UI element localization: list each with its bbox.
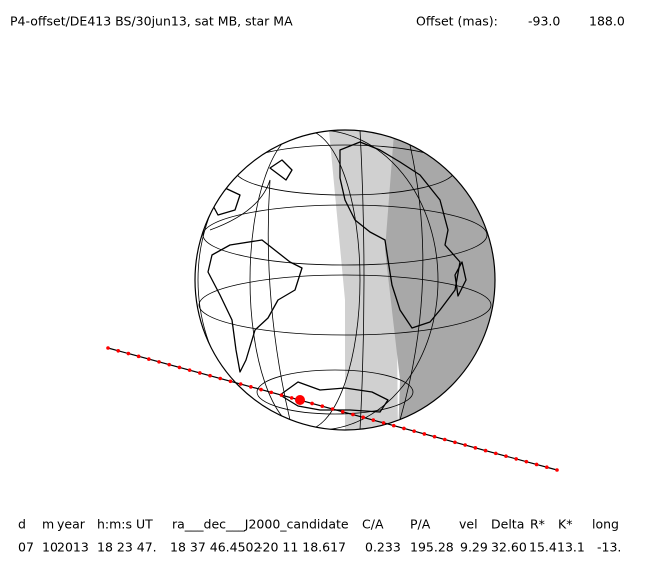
table-header: vel: [459, 517, 478, 532]
track-dot: [279, 393, 284, 397]
track-dot: [330, 407, 335, 411]
table-cell: 0.233: [365, 540, 401, 555]
shadow-track: [106, 346, 559, 472]
meridian: [249, 130, 361, 430]
track-dot: [402, 426, 406, 431]
table-cell: 15.4: [529, 540, 557, 555]
table-cell: -20 11 18.617: [258, 540, 346, 555]
track-dot: [412, 429, 416, 433]
track-dot: [187, 368, 192, 372]
track-dot: [177, 365, 182, 370]
track-dot: [320, 404, 325, 409]
track-dot: [555, 468, 559, 472]
track-dot: [534, 462, 539, 467]
track-dot: [544, 465, 549, 470]
track-dot: [524, 459, 529, 464]
track-dot: [228, 379, 233, 384]
track-dot: [136, 354, 141, 359]
track-dot: [167, 362, 172, 367]
table-cell: -13.: [597, 540, 621, 555]
table: d m year h:m:s UT ra___dec___J2000_candi…: [18, 517, 621, 555]
track-dot: [504, 454, 508, 458]
table-header: long: [592, 517, 619, 532]
meridian: [197, 130, 439, 430]
table-header: P/A: [410, 517, 431, 532]
track-dot: [391, 423, 396, 428]
table-cell: 195.28: [410, 540, 454, 555]
track-dot: [238, 382, 243, 386]
meridian: [399, 144, 424, 421]
track-dot: [432, 434, 437, 439]
track-dot: [340, 409, 345, 414]
track-dot: [483, 448, 488, 453]
track-dot: [493, 451, 498, 456]
globe: [194, 129, 496, 431]
table-cell: 13.1: [557, 540, 585, 555]
track-dot: [422, 432, 427, 436]
table-cell: 10: [42, 540, 58, 555]
globe-outline: [194, 129, 496, 431]
track-dot: [208, 373, 212, 378]
latitude-line: [256, 369, 414, 415]
track-dot: [218, 376, 223, 381]
track-dot: [463, 443, 467, 447]
track-dot: [453, 440, 457, 445]
track-dot: [269, 390, 274, 395]
offset-value: 188.0: [589, 14, 625, 29]
coastline: [207, 239, 303, 373]
track-dot: [371, 418, 376, 422]
table-header: year: [57, 517, 86, 532]
table-cell: 07: [18, 540, 34, 555]
table-cell: 9.29: [460, 540, 488, 555]
track-dot: [514, 457, 518, 461]
table-cell: 2013: [57, 540, 89, 555]
track-dot: [381, 421, 386, 425]
table-header: C/A: [362, 517, 384, 532]
table-header: K*: [558, 517, 572, 532]
coastline: [279, 381, 389, 413]
table-header: ra___dec___J2000_candidate: [172, 517, 349, 532]
track-dot: [249, 385, 253, 389]
table-cell: 32.60: [491, 540, 527, 555]
track-dot: [147, 357, 151, 361]
track-dot: [259, 387, 263, 392]
night-zone: [385, 130, 495, 430]
table-header: Delta: [491, 517, 524, 532]
track-dot: [361, 415, 365, 420]
track-dot: [116, 348, 121, 353]
track-dot: [351, 412, 355, 417]
table-header: m: [42, 517, 54, 532]
table-header: d: [18, 517, 26, 532]
table-cell: 18 37 46.4502: [170, 540, 261, 555]
table-header: h:m:s UT: [97, 517, 153, 532]
track-dot: [310, 401, 314, 406]
table-header: R*: [530, 517, 545, 532]
coastline: [339, 141, 461, 329]
track-dot: [126, 351, 131, 356]
track-dot: [473, 446, 478, 450]
closest-approach: [295, 395, 305, 405]
offset-value: -93.0: [528, 14, 560, 29]
track-dot: [106, 346, 110, 350]
offset-label: Offset (mas):: [416, 14, 498, 29]
latitude-line: [198, 274, 492, 336]
coastline: [454, 261, 467, 297]
table-cell: 18 23 47.: [97, 540, 157, 555]
track-dot: [157, 360, 161, 364]
track-dot: [198, 371, 202, 375]
title: P4-offset/DE413 BS/30jun13, sat MB, star…: [10, 14, 293, 29]
track-dot: [442, 437, 447, 442]
latitude-line: [202, 204, 488, 266]
meridian: [209, 179, 291, 421]
track-dot: [289, 396, 294, 400]
coastline: [269, 159, 293, 181]
